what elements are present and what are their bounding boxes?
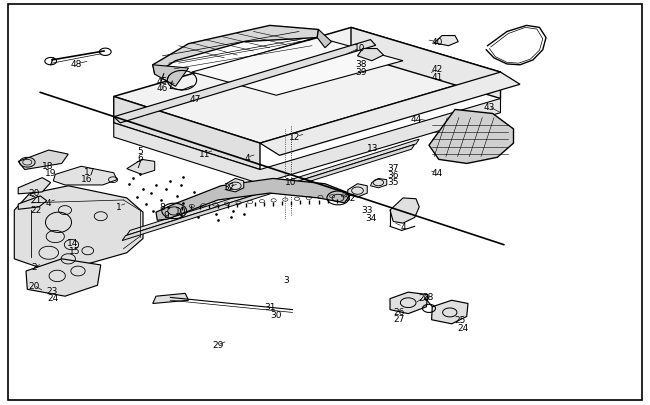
Text: 8: 8 <box>160 203 165 212</box>
Text: 44: 44 <box>431 169 443 178</box>
Polygon shape <box>260 73 520 156</box>
Text: 5: 5 <box>137 146 142 155</box>
Text: 18: 18 <box>42 162 54 171</box>
Text: 48: 48 <box>71 60 83 69</box>
Polygon shape <box>18 178 51 194</box>
Text: 22: 22 <box>30 205 42 214</box>
Text: 26: 26 <box>393 307 405 316</box>
Text: 38: 38 <box>356 60 367 69</box>
Text: 28: 28 <box>422 292 434 301</box>
Text: 35: 35 <box>387 178 398 187</box>
Text: 24: 24 <box>458 324 469 333</box>
Text: 7: 7 <box>136 161 141 170</box>
Polygon shape <box>370 179 387 188</box>
Text: 30: 30 <box>270 310 282 319</box>
Polygon shape <box>348 184 367 198</box>
Text: 40: 40 <box>431 38 443 47</box>
Text: 19: 19 <box>45 168 57 177</box>
Text: 10: 10 <box>354 44 366 53</box>
Text: 39: 39 <box>356 68 367 77</box>
Polygon shape <box>114 28 500 144</box>
Polygon shape <box>390 198 419 224</box>
Text: 9: 9 <box>163 211 168 220</box>
Polygon shape <box>390 292 428 314</box>
Text: 12: 12 <box>289 132 300 141</box>
Polygon shape <box>432 301 468 324</box>
Text: 10: 10 <box>175 206 187 215</box>
Text: 37: 37 <box>387 164 398 173</box>
Text: 13: 13 <box>367 143 379 152</box>
Text: 31: 31 <box>264 303 276 311</box>
Text: 25: 25 <box>454 315 466 324</box>
Text: 3: 3 <box>283 275 289 284</box>
Polygon shape <box>114 40 376 124</box>
Polygon shape <box>434 36 458 47</box>
Text: 32: 32 <box>344 194 356 203</box>
Text: 43: 43 <box>483 103 495 112</box>
Text: 20: 20 <box>28 188 40 197</box>
Text: 27: 27 <box>393 315 405 324</box>
Text: 41: 41 <box>431 72 443 81</box>
Polygon shape <box>156 179 351 221</box>
Polygon shape <box>351 28 500 99</box>
Polygon shape <box>14 186 143 273</box>
Text: 4: 4 <box>400 222 406 231</box>
Text: 14: 14 <box>67 239 79 247</box>
Polygon shape <box>153 294 188 304</box>
Polygon shape <box>18 196 47 210</box>
Polygon shape <box>53 167 117 185</box>
Text: 44: 44 <box>410 115 422 124</box>
Polygon shape <box>26 259 101 296</box>
Text: 36: 36 <box>387 171 398 179</box>
Polygon shape <box>127 140 419 236</box>
Polygon shape <box>127 160 155 175</box>
Text: 47: 47 <box>189 95 201 104</box>
Polygon shape <box>226 179 244 192</box>
Polygon shape <box>192 38 403 96</box>
Text: 33: 33 <box>361 205 373 214</box>
Text: 11: 11 <box>199 149 211 158</box>
Polygon shape <box>114 99 500 184</box>
Text: 34: 34 <box>365 213 376 222</box>
Polygon shape <box>122 145 415 241</box>
Text: 23: 23 <box>46 286 58 295</box>
Text: 20: 20 <box>418 293 430 302</box>
Text: 20: 20 <box>28 281 40 290</box>
Text: 2: 2 <box>31 263 36 272</box>
Polygon shape <box>153 66 188 87</box>
Text: 29: 29 <box>212 341 224 350</box>
Polygon shape <box>18 151 68 170</box>
Text: 15: 15 <box>69 247 81 256</box>
Polygon shape <box>358 49 384 62</box>
Text: 4: 4 <box>244 153 250 162</box>
Text: 42: 42 <box>431 65 443 74</box>
Polygon shape <box>153 26 318 75</box>
Text: 16: 16 <box>81 175 92 183</box>
Text: 46: 46 <box>157 84 168 93</box>
Text: 24: 24 <box>47 293 59 302</box>
Polygon shape <box>429 110 514 164</box>
Text: 45: 45 <box>157 77 168 85</box>
Text: 6: 6 <box>137 153 142 162</box>
Polygon shape <box>317 30 332 49</box>
Text: 4: 4 <box>46 198 51 207</box>
Text: 17: 17 <box>84 168 96 177</box>
Text: 10: 10 <box>285 178 297 187</box>
Text: 1: 1 <box>116 202 122 211</box>
Polygon shape <box>114 97 260 170</box>
Text: 21: 21 <box>30 196 42 205</box>
Text: 32: 32 <box>223 183 235 192</box>
